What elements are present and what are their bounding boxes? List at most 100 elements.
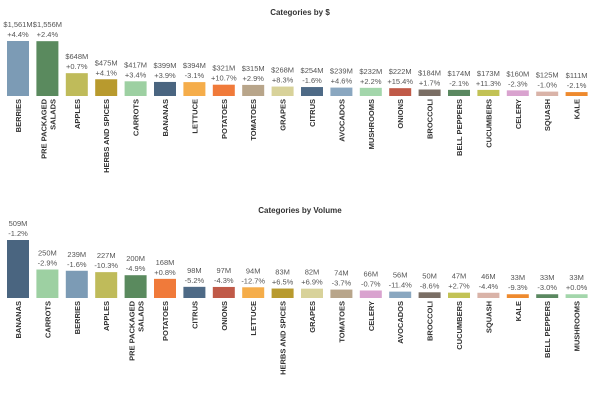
bar[interactable] — [477, 89, 500, 96]
category-label: HERBS AND SPICES — [102, 99, 111, 173]
bar[interactable] — [154, 81, 176, 96]
value-label: $315M — [242, 64, 265, 73]
value-label: 97M — [217, 266, 232, 275]
change-label: +2.2% — [360, 77, 382, 86]
bar[interactable] — [36, 269, 59, 298]
category-label: PRE PACKAGED — [39, 98, 48, 158]
value-label: 74M — [334, 269, 349, 278]
bar[interactable] — [359, 290, 382, 298]
bar[interactable] — [506, 294, 529, 298]
category-label: TOMATOES — [337, 301, 346, 343]
change-label: +4.4% — [7, 30, 29, 39]
change-label: +3.9% — [154, 71, 176, 80]
bar[interactable] — [301, 288, 323, 298]
bar[interactable] — [359, 87, 382, 96]
category-label: BERRIES — [73, 301, 82, 334]
bar[interactable] — [389, 291, 412, 298]
value-label: $239M — [330, 67, 353, 76]
value-label: 33M — [540, 273, 555, 282]
value-label: $160M — [506, 69, 529, 78]
value-label: 239M — [67, 250, 86, 259]
category-label: GRAPES — [308, 301, 317, 333]
bar[interactable] — [212, 84, 235, 96]
change-label: -0.7% — [361, 279, 381, 288]
chart-title: Categories by $ — [270, 8, 330, 17]
bar[interactable] — [448, 292, 470, 298]
value-label: 33M — [511, 273, 526, 282]
category-label: BELL PEPPERS — [455, 99, 464, 156]
value-label: $222M — [389, 67, 412, 76]
category-label: POTATOES — [161, 301, 170, 341]
change-label: -1.6% — [67, 260, 87, 269]
category-label: LETTUCE — [190, 99, 199, 134]
bar[interactable] — [418, 292, 441, 298]
bar[interactable] — [124, 275, 147, 298]
category-label: CUCUMBERS — [484, 99, 493, 148]
category-label: KALE — [573, 99, 582, 119]
change-label: -5.2% — [185, 276, 205, 285]
bar[interactable] — [271, 288, 294, 298]
category-label: CARROTS — [132, 99, 141, 136]
bar[interactable] — [565, 294, 588, 298]
bar[interactable] — [448, 89, 470, 96]
chart-volume: Categories by Volume 509M-1.2% BANANAS 250… — [7, 206, 588, 375]
change-label: +11.3% — [476, 79, 501, 88]
bar[interactable] — [36, 41, 59, 96]
category-label: SQUASH — [484, 301, 493, 333]
value-label: $394M — [183, 61, 206, 70]
change-label: -1.6% — [302, 76, 322, 85]
value-label: 33M — [569, 273, 584, 282]
category-label: APPLES — [102, 301, 111, 331]
bar[interactable] — [271, 86, 294, 96]
bar[interactable] — [212, 286, 235, 298]
change-label: -11.4% — [389, 281, 413, 290]
change-label: -2.9% — [38, 259, 58, 268]
bar[interactable] — [536, 294, 559, 298]
bar[interactable] — [7, 41, 29, 96]
bar[interactable] — [7, 240, 29, 298]
value-label: $417M — [124, 60, 147, 69]
bar[interactable] — [330, 87, 353, 96]
chart-dollars: Categories by $ $1,561M+4.4% BERRIES $1,55… — [3, 8, 588, 173]
change-label: -4.9% — [126, 264, 146, 273]
bar[interactable] — [183, 82, 206, 96]
change-label: -3.7% — [332, 279, 352, 288]
category-label: CITRUS — [308, 99, 317, 127]
bar[interactable] — [477, 292, 500, 298]
category-label: GRAPES — [279, 99, 288, 131]
bar[interactable] — [242, 287, 265, 298]
change-label: -9.3% — [508, 283, 528, 292]
value-label: $1,556M — [33, 20, 62, 29]
bar[interactable] — [301, 87, 323, 96]
bar[interactable] — [506, 90, 529, 96]
bar[interactable] — [183, 286, 206, 298]
bar[interactable] — [124, 81, 147, 96]
change-label: +0.8% — [154, 268, 176, 277]
change-label: +15.4% — [387, 77, 413, 86]
category-label: CELERY — [514, 99, 523, 129]
bar[interactable] — [389, 88, 412, 96]
value-label: 56M — [393, 271, 408, 280]
bar[interactable] — [565, 92, 588, 96]
category-label: MUSHROOMS — [367, 99, 376, 149]
bar[interactable] — [95, 272, 118, 298]
bar[interactable] — [95, 79, 118, 96]
change-label: +0.7% — [66, 62, 88, 71]
category-label: BERRIES — [14, 99, 23, 132]
change-label: -12.7% — [241, 276, 265, 285]
category-label: BANANAS — [161, 99, 170, 137]
value-label: $184M — [418, 69, 441, 78]
bar[interactable] — [418, 89, 441, 96]
bar[interactable] — [154, 278, 176, 298]
change-label: +0.0% — [566, 283, 588, 292]
bar[interactable] — [536, 91, 559, 96]
category-label: AVOCADOS — [396, 301, 405, 344]
bar[interactable] — [65, 270, 88, 298]
bar[interactable] — [65, 73, 88, 96]
bar[interactable] — [242, 84, 265, 96]
category-label: SQUASH — [543, 99, 552, 131]
change-label: -1.0% — [537, 81, 557, 90]
category-label: TOMATOES — [249, 99, 258, 141]
bar[interactable] — [330, 289, 353, 298]
